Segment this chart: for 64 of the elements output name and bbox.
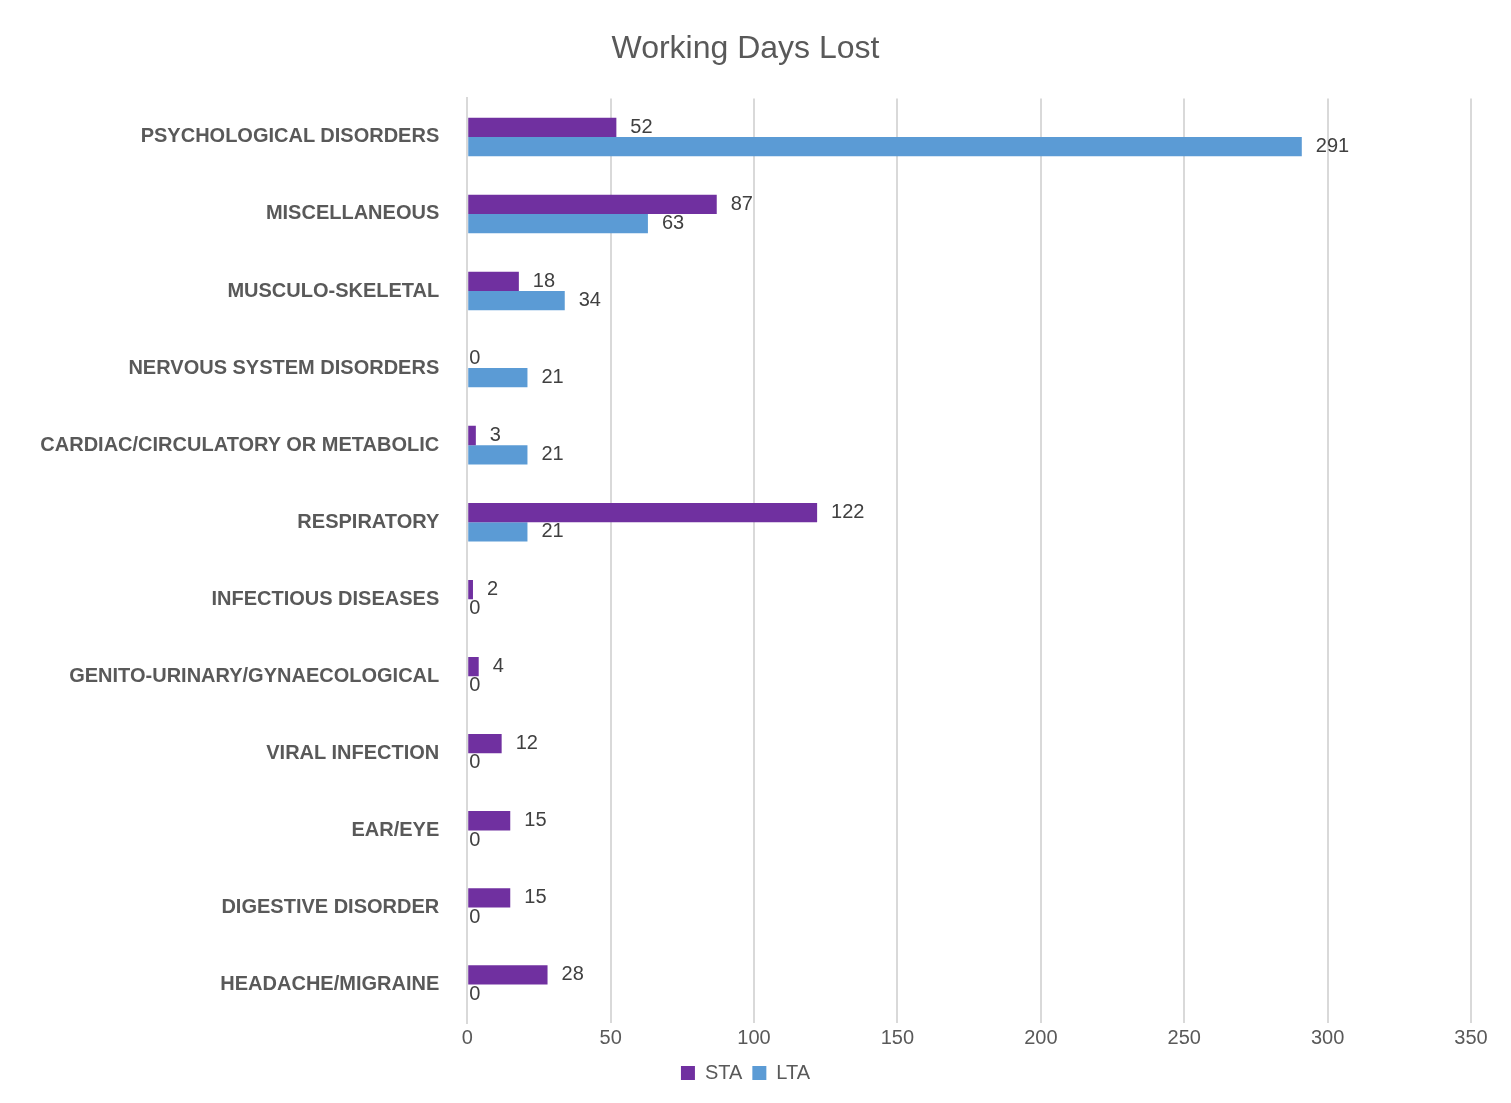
x-tick-label: 200 [1024, 1025, 1058, 1048]
legend-label: LTA [776, 1060, 811, 1083]
data-label: 0 [469, 750, 481, 773]
data-label: 28 [561, 962, 584, 985]
y-tick-label: VIRAL INFECTION [266, 740, 440, 763]
y-tick-label: NERVOUS SYSTEM DISORDERS [128, 355, 440, 378]
x-tick-label: 350 [1454, 1025, 1488, 1048]
data-label: 0 [469, 345, 481, 368]
y-tick-label: GENITO-URINARY/GYNAECOLOGICAL [69, 663, 440, 686]
data-label: 34 [578, 288, 601, 311]
bar [468, 811, 511, 831]
y-tick-label: CARDIAC/CIRCULATORY OR METABOLIC [40, 432, 440, 455]
bar [468, 213, 648, 234]
bar [468, 194, 717, 214]
y-tick-label: MUSCULO-SKELETAL [227, 278, 440, 301]
y-tick-label: DIGESTIVE DISORDER [221, 894, 440, 917]
bar [468, 291, 565, 311]
y-tick-label: EAR/EYE [351, 817, 440, 840]
chart-title: Working Days Lost [611, 29, 880, 66]
x-tick-label: 150 [880, 1025, 915, 1048]
data-label: 52 [630, 114, 653, 137]
bar [468, 965, 548, 985]
x-tick-label: 0 [461, 1025, 473, 1048]
bar [468, 502, 818, 523]
bar [468, 888, 511, 908]
data-label: 3 [489, 423, 501, 446]
data-label: 291 [1315, 134, 1350, 157]
data-label: 21 [541, 519, 564, 542]
bar [468, 368, 528, 388]
bar [468, 579, 473, 600]
data-label: 15 [524, 885, 547, 908]
legend-label: STA [704, 1060, 744, 1083]
bar [468, 271, 519, 292]
data-label: 21 [541, 365, 564, 388]
y-tick-label: PSYCHOLOGICAL DISORDERS [140, 124, 440, 147]
data-label: 15 [524, 808, 547, 831]
x-tick-label: 50 [599, 1025, 622, 1048]
bar [468, 657, 479, 677]
data-label: 2 [486, 577, 499, 600]
bar [468, 734, 502, 754]
x-tick-label: 300 [1310, 1025, 1345, 1048]
bar [468, 117, 617, 137]
bar [468, 425, 476, 446]
data-label: 0 [469, 904, 481, 927]
y-tick-label: HEADACHE/MIGRAINE [220, 971, 440, 994]
y-tick-label: INFECTIOUS DISEASES [211, 586, 440, 609]
x-tick-label: 250 [1167, 1025, 1201, 1048]
bar [468, 522, 528, 542]
data-label: 63 [661, 211, 685, 234]
data-label: 0 [469, 981, 481, 1004]
data-label: 18 [532, 268, 556, 291]
bar [468, 445, 528, 465]
data-label: 0 [469, 673, 481, 696]
data-label: 122 [831, 500, 865, 523]
data-label: 4 [492, 654, 504, 677]
y-tick-label: RESPIRATORY [297, 509, 440, 532]
data-label: 21 [541, 442, 564, 465]
data-label: 0 [469, 596, 481, 619]
bar [468, 136, 1302, 157]
data-label: 87 [730, 191, 753, 214]
data-label: 0 [469, 827, 481, 850]
y-tick-label: MISCELLANEOUS [265, 201, 440, 224]
data-label: 12 [515, 731, 538, 754]
x-tick-label: 100 [737, 1025, 771, 1048]
